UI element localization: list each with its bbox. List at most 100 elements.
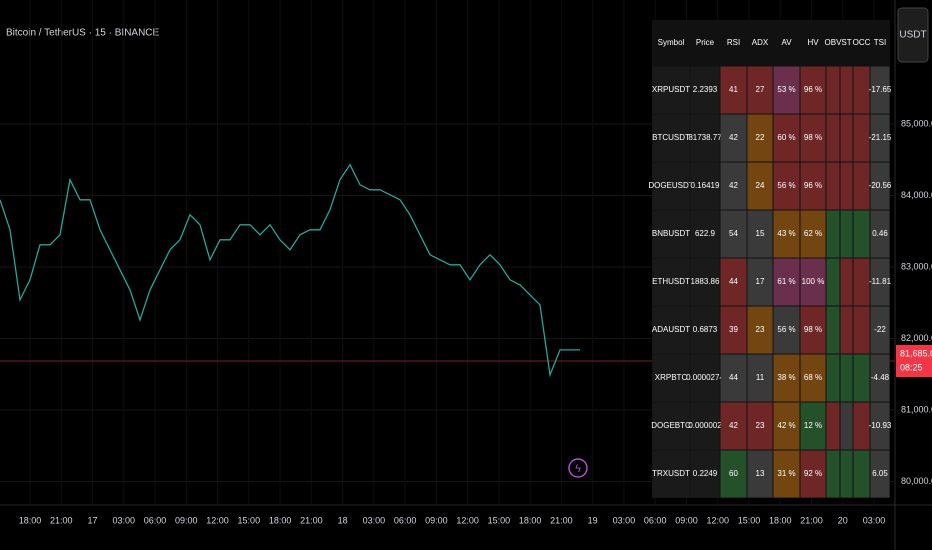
table-cell — [690, 162, 720, 210]
cell-text: -17.65 — [869, 85, 892, 94]
x-tick-label: 09:00 — [425, 515, 448, 525]
cell-text: 0.000002 — [688, 421, 722, 430]
table-cell — [690, 114, 720, 162]
cell-text: -22 — [874, 325, 886, 334]
table-cell — [773, 450, 800, 498]
table-cell — [800, 450, 826, 498]
cell-text: 56 % — [777, 325, 795, 334]
cell-text: 11 — [756, 373, 765, 382]
cell-text: 42 % — [777, 421, 795, 430]
cell-text: 92 % — [804, 469, 822, 478]
table-cell — [853, 210, 870, 258]
cell-text: 17 — [756, 277, 765, 286]
currency-button-label[interactable]: USDT — [899, 30, 926, 41]
table-cell — [747, 354, 773, 402]
table-cell — [800, 162, 826, 210]
chart-title: Bitcoin / TetherUS · 15 · BINANCE — [6, 28, 160, 39]
table-cell — [853, 402, 870, 450]
x-tick-label: 15:00 — [238, 515, 261, 525]
column-header: OBV — [825, 38, 843, 47]
table-cell — [826, 162, 840, 210]
table-cell — [720, 162, 747, 210]
table-cell — [853, 66, 870, 114]
table-cell — [853, 306, 870, 354]
table-cell — [840, 450, 853, 498]
cell-text: 60 % — [777, 133, 795, 142]
cell-text: 6.05 — [872, 469, 888, 478]
cell-text: DOGEUSDT — [648, 181, 693, 190]
cell-text: 96 % — [804, 85, 822, 94]
event-icon-glyph[interactable]: ϟ — [575, 463, 581, 475]
table-cell — [853, 258, 870, 306]
table-cell — [652, 354, 690, 402]
table-cell — [826, 450, 840, 498]
cell-text: 41 — [729, 85, 738, 94]
cell-text: 100 % — [802, 277, 825, 286]
x-tick-label: 21:00 — [800, 515, 823, 525]
column-header: Symbol — [658, 38, 685, 47]
table-cell — [720, 402, 747, 450]
table-cell — [826, 306, 840, 354]
last-price-label: 81,685.07 — [900, 348, 932, 358]
cell-text: 0.46 — [872, 229, 888, 238]
cell-text: 62 % — [804, 229, 822, 238]
x-tick-label: 21:00 — [50, 515, 73, 525]
x-tick-label: 06:00 — [394, 515, 417, 525]
table-cell — [720, 114, 747, 162]
cell-text: 0.16419 — [691, 181, 720, 190]
table-cell — [690, 306, 720, 354]
cell-text: 13 — [756, 469, 765, 478]
x-tick-label: 18:00 — [769, 515, 792, 525]
table-cell — [800, 66, 826, 114]
cell-text: 27 — [756, 85, 765, 94]
cell-text: 31 % — [777, 469, 795, 478]
cell-text: ADAUSDT — [652, 325, 690, 334]
cell-text: 98 % — [804, 133, 822, 142]
cell-text: BNBUSDT — [652, 229, 690, 238]
cell-text: 98 % — [804, 325, 822, 334]
x-tick-label: 15:00 — [738, 515, 761, 525]
table-cell — [773, 66, 800, 114]
column-header: ST — [841, 38, 851, 47]
currency-button[interactable] — [897, 7, 929, 63]
cell-text: 56 % — [777, 181, 795, 190]
cell-text: 23 — [756, 421, 765, 430]
table-cell — [870, 66, 890, 114]
column-header: HV — [807, 38, 819, 47]
table-cell — [652, 306, 690, 354]
table-cell — [720, 354, 747, 402]
table-cell — [826, 66, 840, 114]
table-cell — [690, 354, 720, 402]
table-cell — [800, 306, 826, 354]
table-cell — [747, 402, 773, 450]
table-cell — [652, 450, 690, 498]
cell-text: -21.15 — [869, 133, 892, 142]
x-tick-label: 03:00 — [363, 515, 386, 525]
event-icon[interactable] — [568, 458, 588, 478]
table-cell — [826, 354, 840, 402]
table-cell — [690, 258, 720, 306]
price-line — [0, 163, 580, 378]
column-header: TSI — [874, 38, 886, 47]
x-tick-label: 12:00 — [206, 515, 229, 525]
column-header: RSI — [727, 38, 740, 47]
table-cell — [652, 258, 690, 306]
cell-text: 2.2393 — [693, 85, 718, 94]
table-cell — [773, 306, 800, 354]
table-cell — [870, 162, 890, 210]
cell-text: 42 — [729, 133, 738, 142]
cell-text: XRPUSDT — [652, 85, 690, 94]
y-tick-label: 80,000.00 — [901, 476, 932, 486]
table-cell — [652, 210, 690, 258]
table-cell — [747, 306, 773, 354]
cell-text: 24 — [756, 181, 765, 190]
x-tick-label: 06:00 — [644, 515, 667, 525]
x-tick-label: 18 — [338, 515, 348, 525]
table-cell — [840, 162, 853, 210]
cell-text: 0.6873 — [693, 325, 718, 334]
x-tick-label: 12:00 — [456, 515, 479, 525]
table-cell — [720, 66, 747, 114]
cell-text: 44 — [729, 373, 738, 382]
